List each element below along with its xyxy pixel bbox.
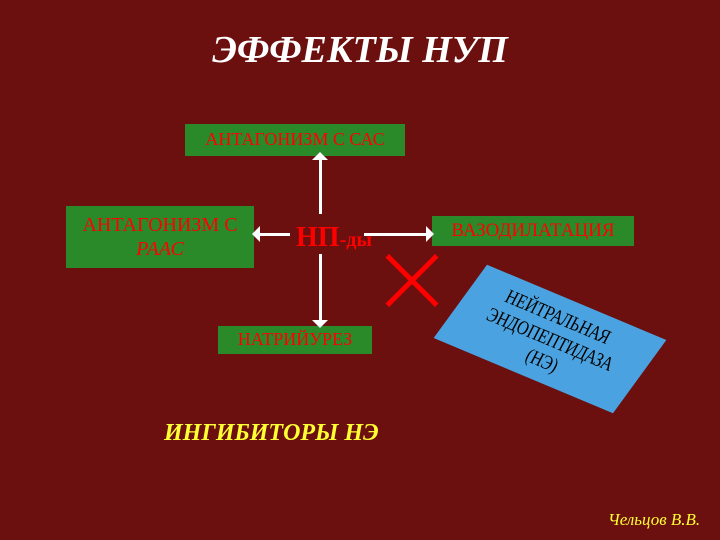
arrow-right-head [426,226,434,242]
center-np-main: НП [296,222,340,253]
box-raas-line1: АНТАГОНИЗМ С [82,213,237,237]
arrow-up [319,160,322,214]
arrow-right [364,233,426,236]
box-raas-line2: РААС [136,237,184,261]
box-neutral-endopeptidase-text: НЕЙТРАЛЬНАЯ ЭНДОПЕПТИДАЗА (НЭ) [476,280,623,398]
box-neutral-endopeptidase: НЕЙТРАЛЬНАЯ ЭНДОПЕПТИДАЗА (НЭ) [434,265,667,414]
label-inhibitors: ИНГИБИТОРЫ НЭ [164,420,379,447]
arrow-down [319,254,322,320]
box-natriuresis: НАТРИЙУРЕЗ [218,326,372,354]
box-antagonism-sas: АНТАГОНИЗМ С САС [185,124,405,156]
arrow-left [260,233,290,236]
box-antagonism-raas: АНТАГОНИЗМ С РААС [66,206,254,268]
box-antagonism-sas-text: АНТАГОНИЗМ С САС [205,129,384,151]
author-credit: Чельцов В.В. [608,510,700,530]
arrow-down-head [312,320,328,328]
arrow-up-head [312,152,328,160]
slide: ЭФФЕКТЫ НУП АНТАГОНИЗМ С САС АНТАГОНИЗМ … [0,0,720,540]
center-np-label: НП-ды [296,222,372,254]
page-title: ЭФФЕКТЫ НУП [0,28,720,72]
arrow-left-head [252,226,260,242]
box-natriuresis-text: НАТРИЙУРЕЗ [238,329,352,351]
box-vasodilation-text: ВАЗОДИЛАТАЦИЯ [451,220,614,243]
box-vasodilation: ВАЗОДИЛАТАЦИЯ [432,216,634,246]
